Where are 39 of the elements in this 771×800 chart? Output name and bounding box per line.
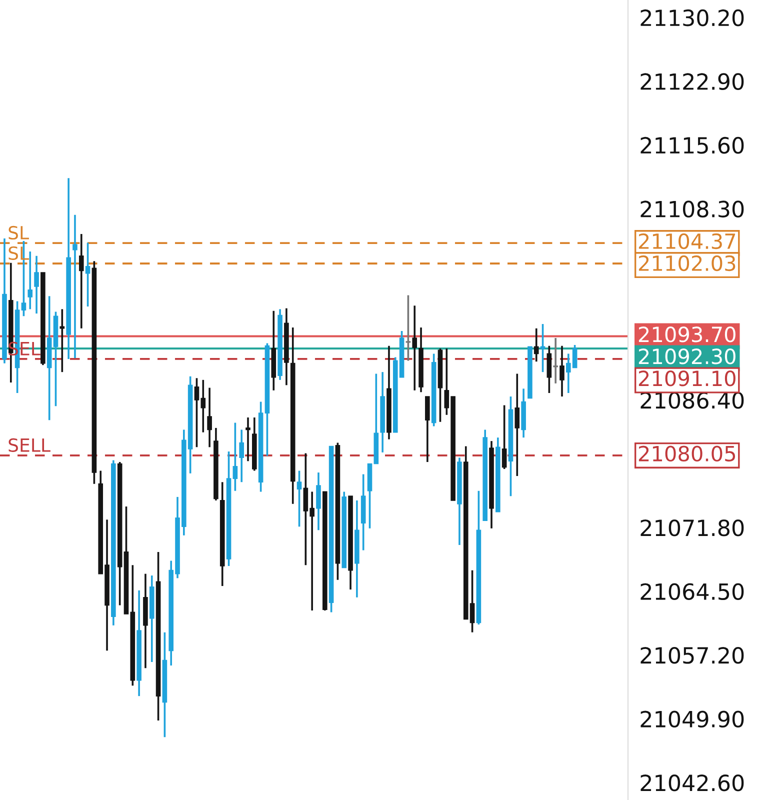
candlestick [425, 396, 430, 463]
text: 21091.10 [638, 370, 736, 386]
candlestick [553, 337, 558, 384]
text: 21102.03 [638, 255, 736, 272]
y-tick-label: 21064.50 [640, 583, 744, 600]
candlestick [232, 422, 238, 492]
text: 21080.05 [638, 446, 736, 462]
candlestick [546, 344, 552, 394]
candlestick [316, 472, 321, 532]
candlestick [412, 304, 418, 392]
candlestick [60, 308, 65, 373]
candlestick [534, 327, 539, 362]
y-tick-label: 21122.90 [640, 73, 744, 90]
candlestick [514, 372, 520, 477]
y-tick-label: 21049.90 [640, 710, 744, 728]
candlestick [540, 323, 546, 373]
y-tick-label: 21130.20 [640, 9, 744, 26]
candlestick [406, 294, 411, 362]
text: 21092.30 [638, 348, 736, 364]
y-tick-label: 21108.30 [640, 200, 744, 218]
candlestick [78, 233, 84, 330]
text: 21093.70 [638, 326, 736, 342]
candlestick [85, 242, 90, 308]
candlestick [502, 404, 507, 470]
candlestick [207, 386, 212, 448]
text: 21104.37 [638, 233, 736, 250]
y-tick-label: 21115.60 [640, 136, 744, 154]
y-tick-label: 21042.60 [640, 774, 744, 792]
candlestick [246, 416, 250, 462]
y-tick-label: 21057.20 [640, 646, 744, 664]
candlestick [239, 428, 244, 483]
candlestick [72, 214, 78, 359]
candlestick [28, 250, 33, 310]
candlestick [34, 254, 39, 314]
ref-line-label: SELL [8, 438, 50, 452]
candlestick [296, 470, 302, 528]
candlestick [560, 344, 564, 398]
y-tick-label: 21071.80 [640, 519, 744, 536]
ref-line-label: SL [8, 226, 29, 240]
